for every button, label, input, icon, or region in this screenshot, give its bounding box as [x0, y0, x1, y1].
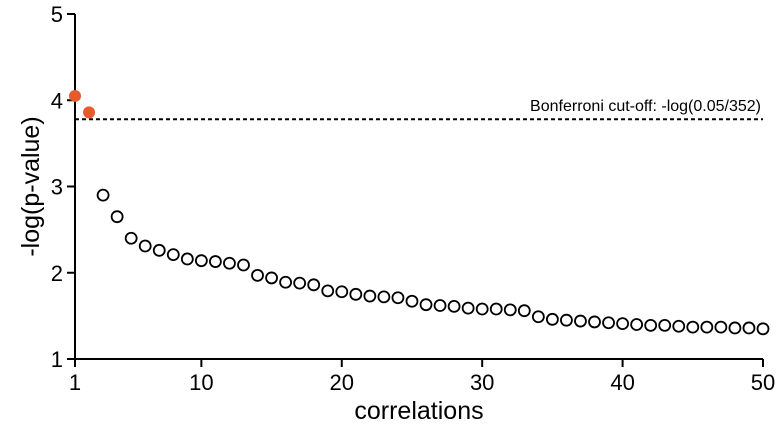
y-ticks: 1 2 3 4 5	[51, 2, 75, 372]
y-tick-label: 2	[51, 261, 63, 286]
data-point	[433, 299, 447, 312]
data-point	[461, 301, 475, 315]
data-points	[69, 89, 770, 336]
data-point	[686, 320, 700, 334]
data-point	[251, 268, 264, 282]
data-point	[714, 320, 728, 334]
data-point	[616, 317, 629, 331]
data-point	[658, 318, 672, 332]
significant-point	[69, 89, 81, 102]
data-point	[630, 318, 644, 331]
data-point	[194, 254, 208, 268]
bonferroni-reference: Bonferroni cut-off: -log(0.05/352)	[75, 98, 763, 121]
x-ticks: 1 10 20 30 40 50	[69, 359, 775, 395]
y-tick-label: 5	[51, 2, 63, 27]
data-point	[728, 321, 742, 335]
axes	[74, 14, 763, 360]
x-axis-title: correlations	[354, 397, 483, 425]
x-tick-label: 30	[470, 370, 494, 395]
data-point	[419, 298, 433, 312]
y-tick-label: 4	[51, 88, 63, 113]
x-tick-label: 40	[610, 370, 634, 395]
data-point	[321, 284, 335, 298]
x-tick-label: 20	[330, 370, 354, 395]
data-point	[349, 287, 363, 301]
data-point	[363, 289, 377, 303]
data-point	[574, 314, 587, 328]
data-point	[644, 318, 658, 332]
data-point	[447, 299, 461, 313]
data-point	[672, 319, 686, 333]
data-point	[265, 271, 278, 285]
data-point	[602, 316, 615, 330]
data-point	[293, 276, 307, 290]
data-point	[560, 313, 573, 327]
data-point	[307, 278, 321, 292]
data-point	[489, 302, 503, 316]
data-point	[96, 188, 110, 202]
significant-point	[83, 106, 96, 119]
data-point	[209, 255, 222, 268]
data-point	[588, 315, 601, 329]
data-point	[335, 285, 349, 299]
x-tick-label: 1	[69, 370, 81, 395]
data-point	[279, 275, 293, 289]
data-point	[531, 310, 545, 324]
data-point	[517, 304, 531, 318]
data-point	[700, 320, 714, 334]
data-point	[223, 256, 236, 270]
bonferroni-cutoff-label: Bonferroni cut-off: -log(0.05/352)	[530, 98, 761, 115]
data-point	[180, 252, 194, 266]
data-point	[742, 321, 756, 335]
y-axis-title: -log(p-value)	[17, 116, 45, 256]
data-point	[405, 294, 419, 308]
x-tick-label: 10	[189, 370, 213, 395]
data-point	[166, 248, 180, 262]
data-point	[152, 243, 166, 257]
data-point	[237, 258, 250, 272]
y-tick-label: 1	[51, 347, 63, 372]
data-point	[545, 312, 559, 326]
data-point	[377, 290, 391, 304]
data-point	[110, 210, 124, 224]
y-tick-label: 3	[51, 175, 63, 200]
data-point	[138, 239, 152, 253]
data-point	[124, 231, 138, 245]
data-point	[756, 322, 770, 336]
data-point	[475, 302, 489, 316]
data-point	[503, 303, 517, 317]
x-tick-label: 50	[751, 370, 775, 395]
data-point	[391, 291, 405, 305]
